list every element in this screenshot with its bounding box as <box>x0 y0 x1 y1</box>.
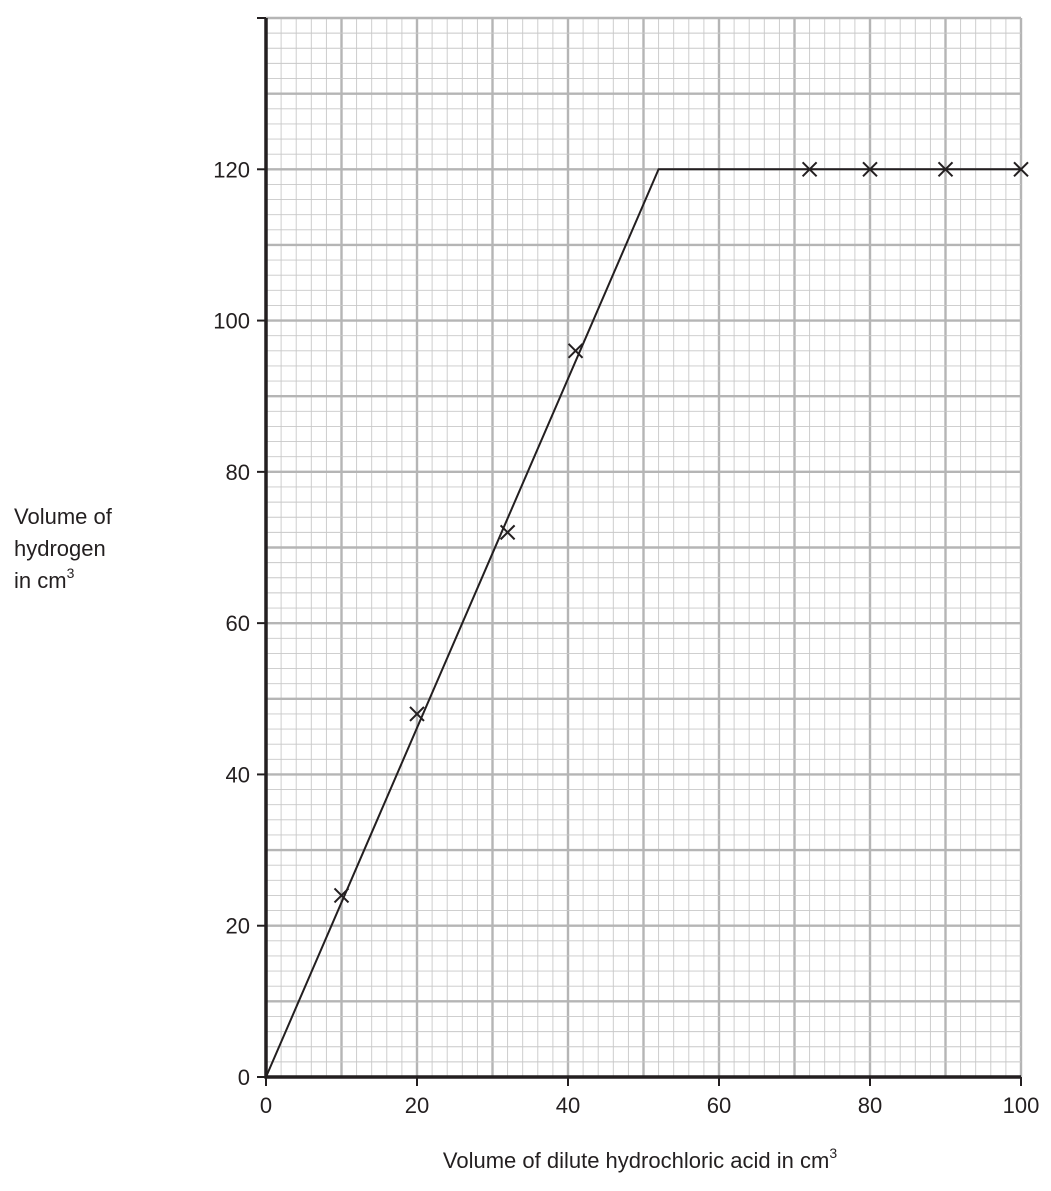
data-points <box>333 161 1029 904</box>
data-point <box>862 161 878 177</box>
y-axis-label-superscript: 3 <box>67 565 75 581</box>
data-point <box>409 706 425 722</box>
data-point <box>333 887 350 904</box>
y-tick-label: 20 <box>226 914 250 939</box>
x-tick-label: 40 <box>556 1093 580 1118</box>
x-tick-label: 80 <box>858 1093 882 1118</box>
data-point-stroke <box>801 161 818 177</box>
data-point <box>567 343 584 359</box>
y-tick-label: 120 <box>213 157 250 182</box>
y-axis-label-line-3: in cm3 <box>14 565 75 593</box>
y-tick-label: 0 <box>238 1065 250 1090</box>
data-point <box>1013 161 1029 177</box>
data-point <box>499 524 516 541</box>
data-point-stroke <box>409 706 425 722</box>
y-tick-labels: 0 20 40 60 80 100 120 <box>213 157 250 1090</box>
x-axis-label: Volume of dilute hydrochloric acid in cm… <box>443 1145 837 1173</box>
x-tick-label: 0 <box>260 1093 272 1118</box>
y-tick-label: 60 <box>226 611 250 636</box>
data-point-stroke <box>499 524 516 541</box>
y-axis-label-line-3-text: in cm <box>14 568 67 593</box>
axes <box>257 17 1022 1086</box>
y-tick-label: 80 <box>226 460 250 485</box>
data-point-stroke <box>1013 161 1029 177</box>
data-point-stroke <box>567 343 584 359</box>
data-point <box>801 161 818 177</box>
y-tick-label: 100 <box>213 309 250 334</box>
x-axis-label-text: Volume of dilute hydrochloric acid in cm <box>443 1148 829 1173</box>
best-fit-line <box>265 168 1021 1078</box>
data-point <box>937 161 954 177</box>
y-axis-label-line-2: hydrogen <box>14 536 106 561</box>
data-point-stroke <box>862 161 878 177</box>
y-axis-label-line-1: Volume of <box>14 504 113 529</box>
data-point-stroke <box>333 887 350 904</box>
data-point-stroke <box>937 161 954 177</box>
x-axis-label-superscript: 3 <box>829 1145 837 1161</box>
x-tick-label: 60 <box>707 1093 731 1118</box>
x-tick-labels: 0 20 40 60 80 100 <box>260 1093 1039 1118</box>
y-axis-label: Volume of hydrogen in cm3 <box>14 504 113 593</box>
grid <box>264 16 1023 1079</box>
y-tick-label: 40 <box>226 762 250 787</box>
best-fit-line-group <box>265 168 1021 1078</box>
x-tick-label: 100 <box>1003 1093 1040 1118</box>
x-tick-label: 20 <box>405 1093 429 1118</box>
